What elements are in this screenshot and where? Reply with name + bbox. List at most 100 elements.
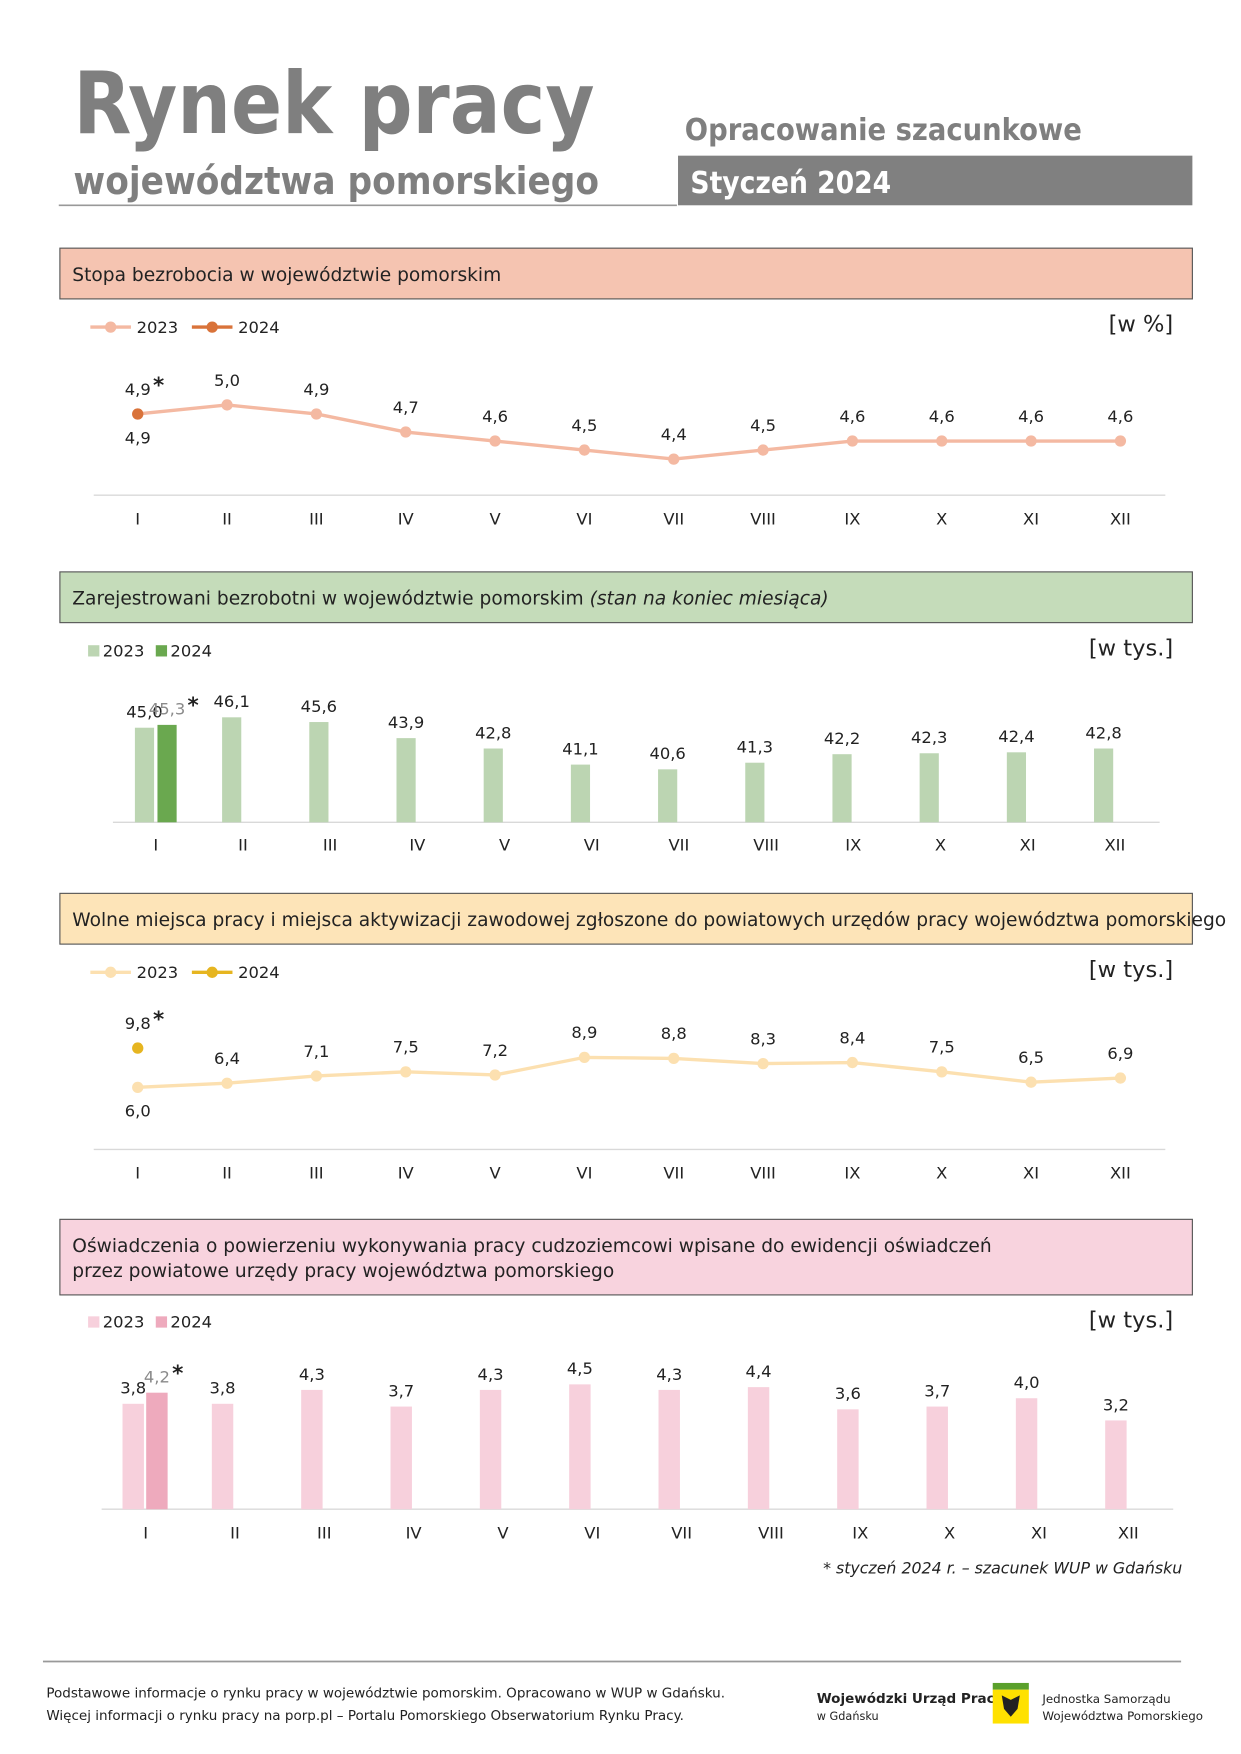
value-label: 3,2 bbox=[1103, 1395, 1129, 1414]
x-tick-label: IV bbox=[409, 835, 426, 854]
value-label: 3,8 bbox=[120, 1379, 146, 1398]
value-label: 4,7 bbox=[393, 398, 419, 417]
value-label: 42,8 bbox=[475, 723, 511, 742]
bar bbox=[1105, 1420, 1127, 1510]
x-tick-label: I bbox=[153, 835, 158, 854]
section-title-text: przez powiatowe urzędy pracy województwa… bbox=[72, 1261, 614, 1282]
section-header bbox=[59, 892, 1193, 945]
x-tick-label: IX bbox=[845, 835, 861, 854]
section-subtitle: (stan na koniec miesiąca) bbox=[590, 589, 829, 610]
point bbox=[221, 1077, 233, 1089]
point bbox=[1025, 435, 1037, 447]
point bbox=[310, 1070, 323, 1082]
value-label: 4,9 bbox=[125, 428, 151, 447]
section-title: Wolne miejsca pracy i miejsca aktywizacj… bbox=[72, 910, 1226, 931]
value-label: 4,9 bbox=[125, 380, 151, 399]
x-tick-label: V bbox=[499, 835, 511, 854]
value-label: 42,2 bbox=[824, 729, 860, 748]
value-label: 3,6 bbox=[835, 1384, 861, 1403]
x-tick-label: XI bbox=[1023, 1164, 1039, 1183]
bar bbox=[832, 754, 852, 823]
x-tick-label: IX bbox=[844, 510, 860, 529]
value-label: 7,5 bbox=[929, 1038, 955, 1057]
section-title-text: Stopa bezrobocia w województwie pomorski… bbox=[72, 265, 501, 286]
x-tick-label: VIII bbox=[750, 510, 776, 529]
value-label: 6,4 bbox=[214, 1049, 240, 1068]
value-label: 46,1 bbox=[213, 692, 249, 711]
x-tick-label: VI bbox=[584, 1524, 600, 1543]
x-tick-label: V bbox=[497, 1524, 509, 1543]
bar bbox=[745, 762, 765, 823]
point bbox=[489, 1069, 501, 1081]
bar bbox=[837, 1409, 859, 1510]
value-label: 4,2 bbox=[144, 1368, 170, 1387]
x-tick-label: XI bbox=[1023, 510, 1039, 529]
x-tick-label: XII bbox=[1104, 835, 1125, 854]
section-title-text: Zarejestrowani bezrobotni w województwie… bbox=[72, 589, 583, 610]
point bbox=[578, 1051, 591, 1064]
period-box bbox=[678, 155, 1193, 206]
point bbox=[846, 1056, 859, 1069]
footer-line: Podstawowe informacje o rynku pracy w wo… bbox=[46, 1686, 725, 1702]
line bbox=[137, 403, 1121, 461]
org-name: Wojewódzki Urząd Pracy bbox=[817, 1691, 1004, 1707]
authority: Jednostka Samorządu bbox=[1041, 1692, 1170, 1706]
value-label: 45,0 bbox=[126, 703, 162, 722]
note-marker: * bbox=[823, 1559, 831, 1578]
legend-label: 2024 bbox=[170, 1313, 212, 1332]
org-city: w Gdańsku bbox=[817, 1710, 879, 1723]
value-label: 42,4 bbox=[998, 727, 1034, 746]
bar bbox=[301, 1389, 323, 1510]
bar bbox=[919, 753, 939, 823]
point bbox=[668, 453, 680, 465]
unit-label: [w tys.] bbox=[1089, 957, 1173, 983]
x-tick-label: XI bbox=[1031, 1524, 1047, 1543]
x-tick-label: VII bbox=[671, 1524, 692, 1543]
logo-bar bbox=[992, 1682, 1029, 1690]
point bbox=[936, 435, 948, 447]
logo-griffin bbox=[1001, 1695, 1020, 1717]
x-tick-label: I bbox=[143, 1524, 148, 1543]
x-tick-label: II bbox=[238, 835, 248, 854]
estimate-marker: * bbox=[153, 1008, 164, 1033]
section-title: Oświadczenia o powierzeniu wykonywania p… bbox=[72, 1236, 991, 1257]
x-tick-label: VII bbox=[663, 1164, 684, 1183]
x-tick-label: I bbox=[135, 1164, 140, 1183]
unit-label: [w tys.] bbox=[1089, 635, 1173, 661]
x-tick-label: IX bbox=[852, 1524, 868, 1543]
bar bbox=[390, 1406, 412, 1510]
value-label: 4,6 bbox=[1107, 407, 1133, 426]
period: Styczeń 2024 bbox=[690, 166, 891, 201]
legend-dot bbox=[105, 321, 117, 333]
value-label: 8,4 bbox=[839, 1028, 865, 1047]
value-label: 4,6 bbox=[482, 407, 508, 426]
x-tick-label: XII bbox=[1110, 510, 1131, 529]
point bbox=[846, 435, 859, 447]
value-label: 3,7 bbox=[924, 1381, 950, 1400]
x-tick-label: VI bbox=[584, 835, 600, 854]
point bbox=[1114, 435, 1127, 447]
value-label: 41,1 bbox=[562, 739, 598, 758]
section-title-text: Wolne miejsca pracy i miejsca aktywizacj… bbox=[72, 910, 1226, 931]
value-label: 8,3 bbox=[750, 1029, 776, 1048]
bar bbox=[1006, 752, 1027, 823]
value-label: 7,1 bbox=[303, 1042, 329, 1061]
value-label: 42,3 bbox=[911, 728, 947, 747]
point bbox=[489, 435, 501, 447]
x-tick-label: III bbox=[309, 1164, 323, 1183]
value-label: 8,9 bbox=[571, 1023, 597, 1042]
section-header bbox=[59, 571, 1193, 624]
point bbox=[132, 1042, 144, 1054]
value-label: 6,5 bbox=[1018, 1048, 1044, 1067]
value-label: 4,4 bbox=[661, 425, 687, 444]
value-label: 7,2 bbox=[482, 1041, 508, 1060]
bar bbox=[157, 724, 177, 823]
bar bbox=[658, 769, 678, 823]
value-label: 4,6 bbox=[1018, 407, 1044, 426]
x-tick-label: IV bbox=[398, 510, 415, 529]
bar bbox=[658, 1389, 680, 1510]
legend-label: 2023 bbox=[103, 641, 145, 660]
x-tick-label: X bbox=[936, 1164, 947, 1183]
point bbox=[936, 1066, 948, 1078]
value-label: 4,4 bbox=[746, 1362, 772, 1381]
